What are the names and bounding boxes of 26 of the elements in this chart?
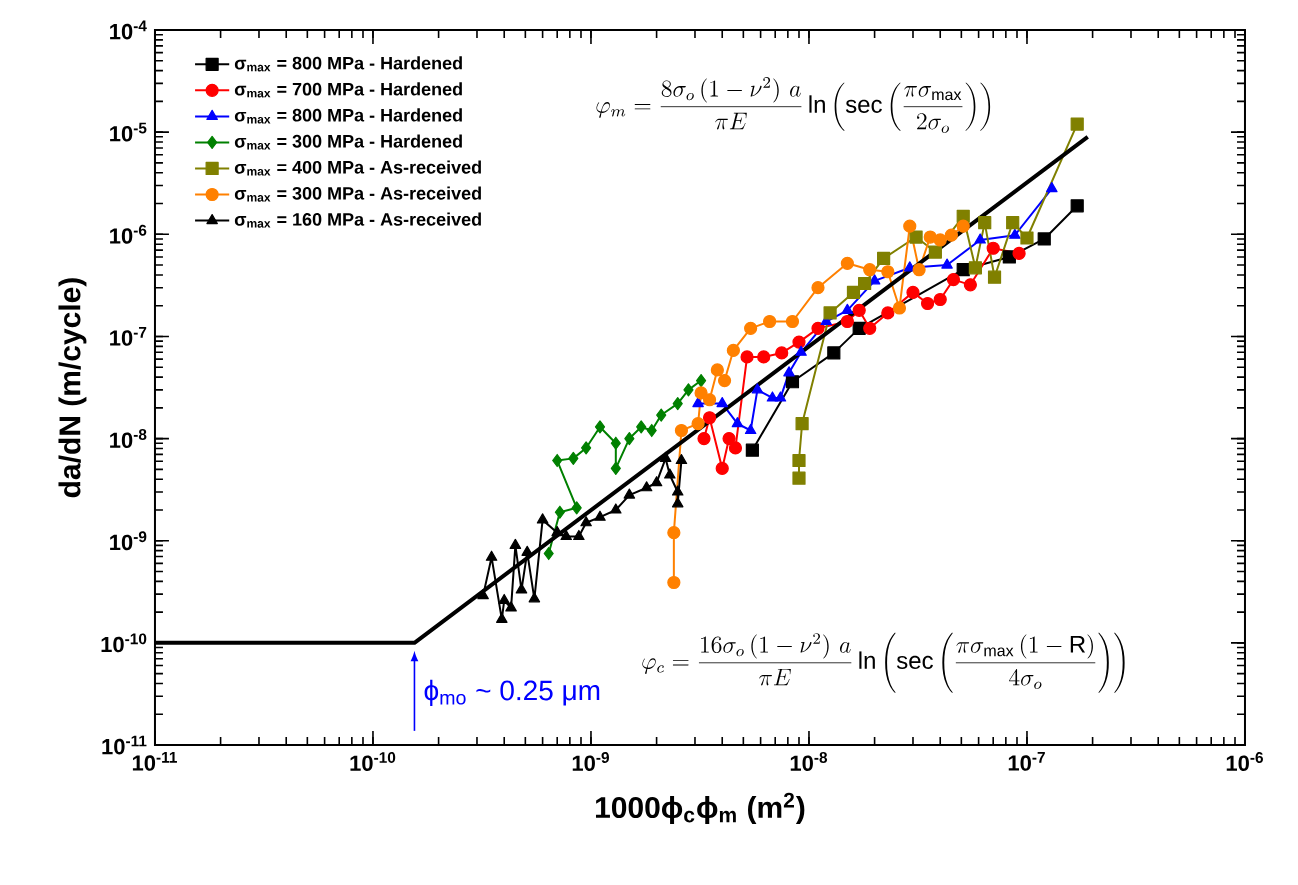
x-tick-label: 10$^{-10}$ xyxy=(350,752,396,771)
legend-label: σ$_{max}$ = 400 MPa - As-received xyxy=(234,160,481,176)
x-tick-label: 10$^{-7}$ xyxy=(1008,752,1045,771)
y-tick-label: 10$^{-8}$ xyxy=(110,429,147,449)
y-tick-label: 10$^{-6}$ xyxy=(110,224,147,244)
x-tick-label: 10$^{-11}$ xyxy=(132,752,177,771)
x-tick-label: 10$^{-8}$ xyxy=(790,752,828,771)
x-axis-title: 1000ϕ$_{c}$ϕ$_{m}$ (m$^{2}$) xyxy=(595,792,805,825)
y-tick-label: 10$^{-7}$ xyxy=(110,327,147,346)
y-tick-label: 10$^{-5}$ xyxy=(110,122,147,142)
x-tick-label: 10$^{-9}$ xyxy=(572,752,609,771)
annotation: $\varphi_c = \frac{16\sigma_o\left(1-\nu^2\right)\,a}{\pi E}\ln\left(\sec\left(\frac{\pi\sigma_{\max}\left(1-\mathrm{R}\right)}{4\sigma_o}\right)\right)$ xyxy=(642,632,1125,693)
y-tick-label: 10$^{-9}$ xyxy=(110,531,147,551)
legend-label: σ$_{max}$ = 800 MPa - Hardened xyxy=(234,108,462,124)
y-tick-label: 10$^{-11}$ xyxy=(102,735,147,755)
legend-label: σ$_{max}$ = 300 MPa - Hardened xyxy=(234,134,462,150)
legend-label: σ$_{max}$ = 160 MPa - As-received xyxy=(234,212,481,228)
legend-label: σ$_{max}$ = 300 MPa - As-received xyxy=(234,186,481,202)
annotation: $\varphi_m = \frac{8\sigma_o\left(1-\nu^2\right)\,a}{\pi E}\ln\left(\sec\left(\frac{\pi\sigma_{\max}}{2\sigma_o}\right)\right)$ xyxy=(596,77,991,133)
legend-label: σ$_{max}$ = 700 MPa - Hardened xyxy=(234,82,462,98)
legend-label: σ$_{max}$ = 800 MPa - Hardened xyxy=(234,56,462,72)
y-axis-title: da/dN (m/cycle) xyxy=(58,278,87,498)
x-tick-label: 10$^{-6}$ xyxy=(1226,752,1263,771)
annotation: ϕ$_{mo}$ ~ 0.25 μm xyxy=(424,679,600,706)
y-tick-label: 10$^{-10}$ xyxy=(101,633,147,653)
y-tick-label: 10$^{-4}$ xyxy=(110,20,147,40)
